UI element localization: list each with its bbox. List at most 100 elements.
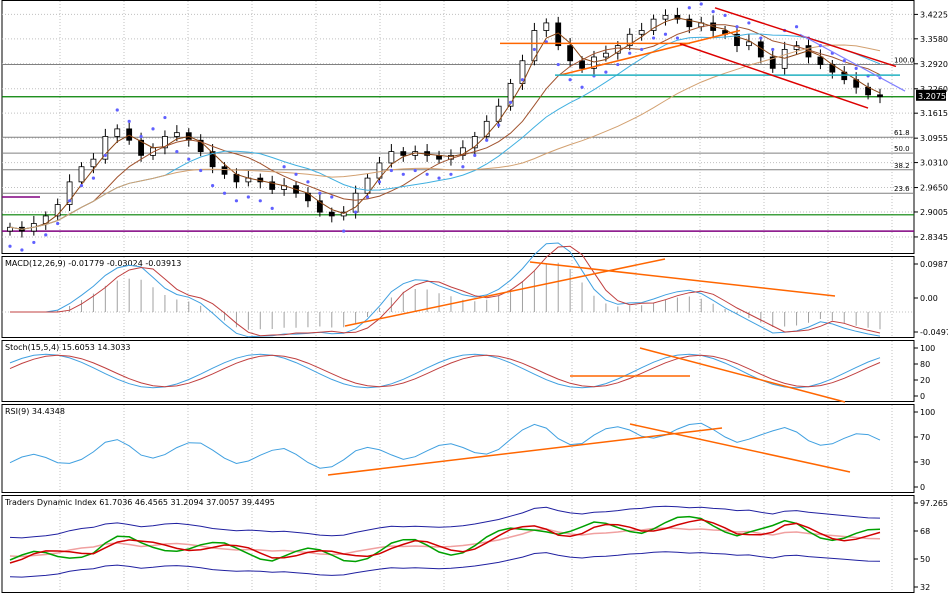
sar-dot bbox=[32, 240, 36, 245]
sar-dot bbox=[234, 199, 239, 203]
candle-body bbox=[352, 192, 359, 213]
fib-label: 50.0 bbox=[894, 145, 910, 153]
sar-dot bbox=[91, 176, 96, 180]
price-tick-label: 3.0955 bbox=[920, 134, 948, 143]
candle-body bbox=[221, 166, 228, 175]
price-tick-label: 3.1615 bbox=[920, 109, 948, 118]
ind-tick-label: 0.09874 bbox=[920, 260, 948, 269]
price-tick-label: 3.2260 bbox=[920, 85, 948, 94]
ind-tick-label: 0 bbox=[920, 392, 925, 401]
candle-body bbox=[54, 204, 61, 217]
rsi-line bbox=[9, 422, 881, 469]
sar-dot bbox=[735, 25, 739, 29]
candle-body bbox=[543, 22, 550, 31]
candle-body bbox=[197, 139, 204, 153]
candle-body bbox=[328, 211, 335, 217]
sar-dot bbox=[473, 153, 477, 157]
sar-dot bbox=[365, 195, 370, 199]
ind-tick-label: 0.00 bbox=[920, 294, 938, 303]
ind-tick-label: 100 bbox=[920, 344, 935, 353]
sar-dot bbox=[771, 47, 775, 52]
fib-label: 38.2 bbox=[894, 162, 910, 170]
candle-body bbox=[114, 128, 121, 137]
sar-dot bbox=[282, 165, 286, 169]
sar-dot bbox=[449, 172, 453, 176]
candle-body bbox=[90, 158, 97, 168]
candle-body bbox=[734, 33, 740, 47]
sar-dot bbox=[389, 168, 393, 173]
ind-tick-label: 0 bbox=[920, 483, 925, 492]
candle-body bbox=[209, 151, 216, 168]
candle-body bbox=[400, 151, 407, 156]
candle-body bbox=[66, 181, 73, 205]
sar-dot bbox=[508, 100, 513, 104]
candle-body bbox=[507, 83, 514, 107]
price-tick-label: 3.3580 bbox=[920, 35, 948, 44]
sar-dot bbox=[377, 180, 382, 184]
sar-dot bbox=[8, 244, 12, 248]
panel-frame-2 bbox=[1, 340, 915, 402]
sar-dot bbox=[663, 32, 668, 36]
ma-fast bbox=[9, 17, 881, 230]
sar-dot bbox=[699, 2, 703, 6]
tdi-lower bbox=[9, 551, 881, 578]
sar-dot bbox=[187, 157, 191, 161]
candle-body bbox=[686, 18, 693, 28]
stoch-main bbox=[9, 353, 881, 389]
axis-labels: 3.4225 3.3580 3.2920 3.2260 3.1615 3.0955 3.03… bbox=[914, 10, 948, 592]
indicator-header-2: Stoch(15,5,4) 15.6053 14.3033 bbox=[5, 343, 131, 352]
indicator-header-4: Traders Dynamic Index 61.7036 46.4565 31… bbox=[4, 498, 275, 507]
sar-dot bbox=[437, 176, 441, 180]
sar-dot bbox=[20, 248, 24, 252]
candle-body bbox=[531, 30, 538, 62]
candle-body bbox=[602, 52, 609, 58]
sar-dot bbox=[151, 127, 155, 131]
candle-body bbox=[316, 200, 323, 213]
ind-tick-label: 68 bbox=[920, 527, 930, 536]
tdi-mid bbox=[9, 527, 881, 558]
ind-tick-label: 32 bbox=[920, 583, 930, 592]
price-tick-label: 3.0310 bbox=[920, 159, 948, 168]
sar-dot bbox=[56, 221, 60, 226]
sar-dot bbox=[199, 168, 203, 173]
ind-tick-label: 97.2657 bbox=[920, 499, 948, 508]
price-tick-label: 3.4225 bbox=[920, 10, 948, 19]
sar-dot bbox=[651, 36, 656, 40]
ind-tick-label: 100 bbox=[920, 408, 935, 417]
sar-dot bbox=[854, 66, 858, 70]
price-tick-label: 3.2920 bbox=[920, 60, 948, 69]
fib-label: 23.6 bbox=[894, 185, 910, 193]
candle-body bbox=[102, 136, 109, 160]
sar-dot bbox=[79, 184, 84, 188]
sar-dot bbox=[687, 6, 691, 10]
candle-body bbox=[471, 136, 478, 149]
sar-dot bbox=[318, 191, 322, 195]
ma-mid bbox=[9, 24, 881, 230]
candle-body bbox=[138, 139, 144, 156]
fib-label: 100.0 bbox=[894, 57, 914, 65]
candle-body bbox=[173, 132, 180, 137]
sar-dot bbox=[342, 229, 346, 233]
candle-body bbox=[233, 173, 240, 183]
candle-body bbox=[7, 226, 13, 232]
candle-body bbox=[817, 56, 824, 65]
sar-dot bbox=[532, 47, 536, 52]
sar-dot bbox=[139, 134, 143, 139]
ind-tick-label: 50 bbox=[920, 555, 930, 564]
sar-dot bbox=[294, 172, 298, 176]
sar-dot bbox=[306, 180, 310, 184]
last-price-box bbox=[916, 89, 946, 101]
price-tick-label: 2.9005 bbox=[920, 208, 948, 217]
sar-dot bbox=[842, 59, 846, 63]
sar-dot bbox=[485, 138, 489, 142]
sar-dot bbox=[425, 172, 429, 176]
ma-slow bbox=[9, 44, 881, 230]
panel-frame-3 bbox=[1, 404, 915, 493]
macd-signal bbox=[10, 242, 881, 338]
tdi-upper bbox=[9, 505, 881, 539]
candle-body bbox=[638, 30, 645, 35]
sar-dot bbox=[175, 150, 179, 154]
sar-dot bbox=[103, 153, 107, 157]
sar-dot bbox=[354, 210, 358, 214]
sar-dot bbox=[794, 25, 799, 29]
